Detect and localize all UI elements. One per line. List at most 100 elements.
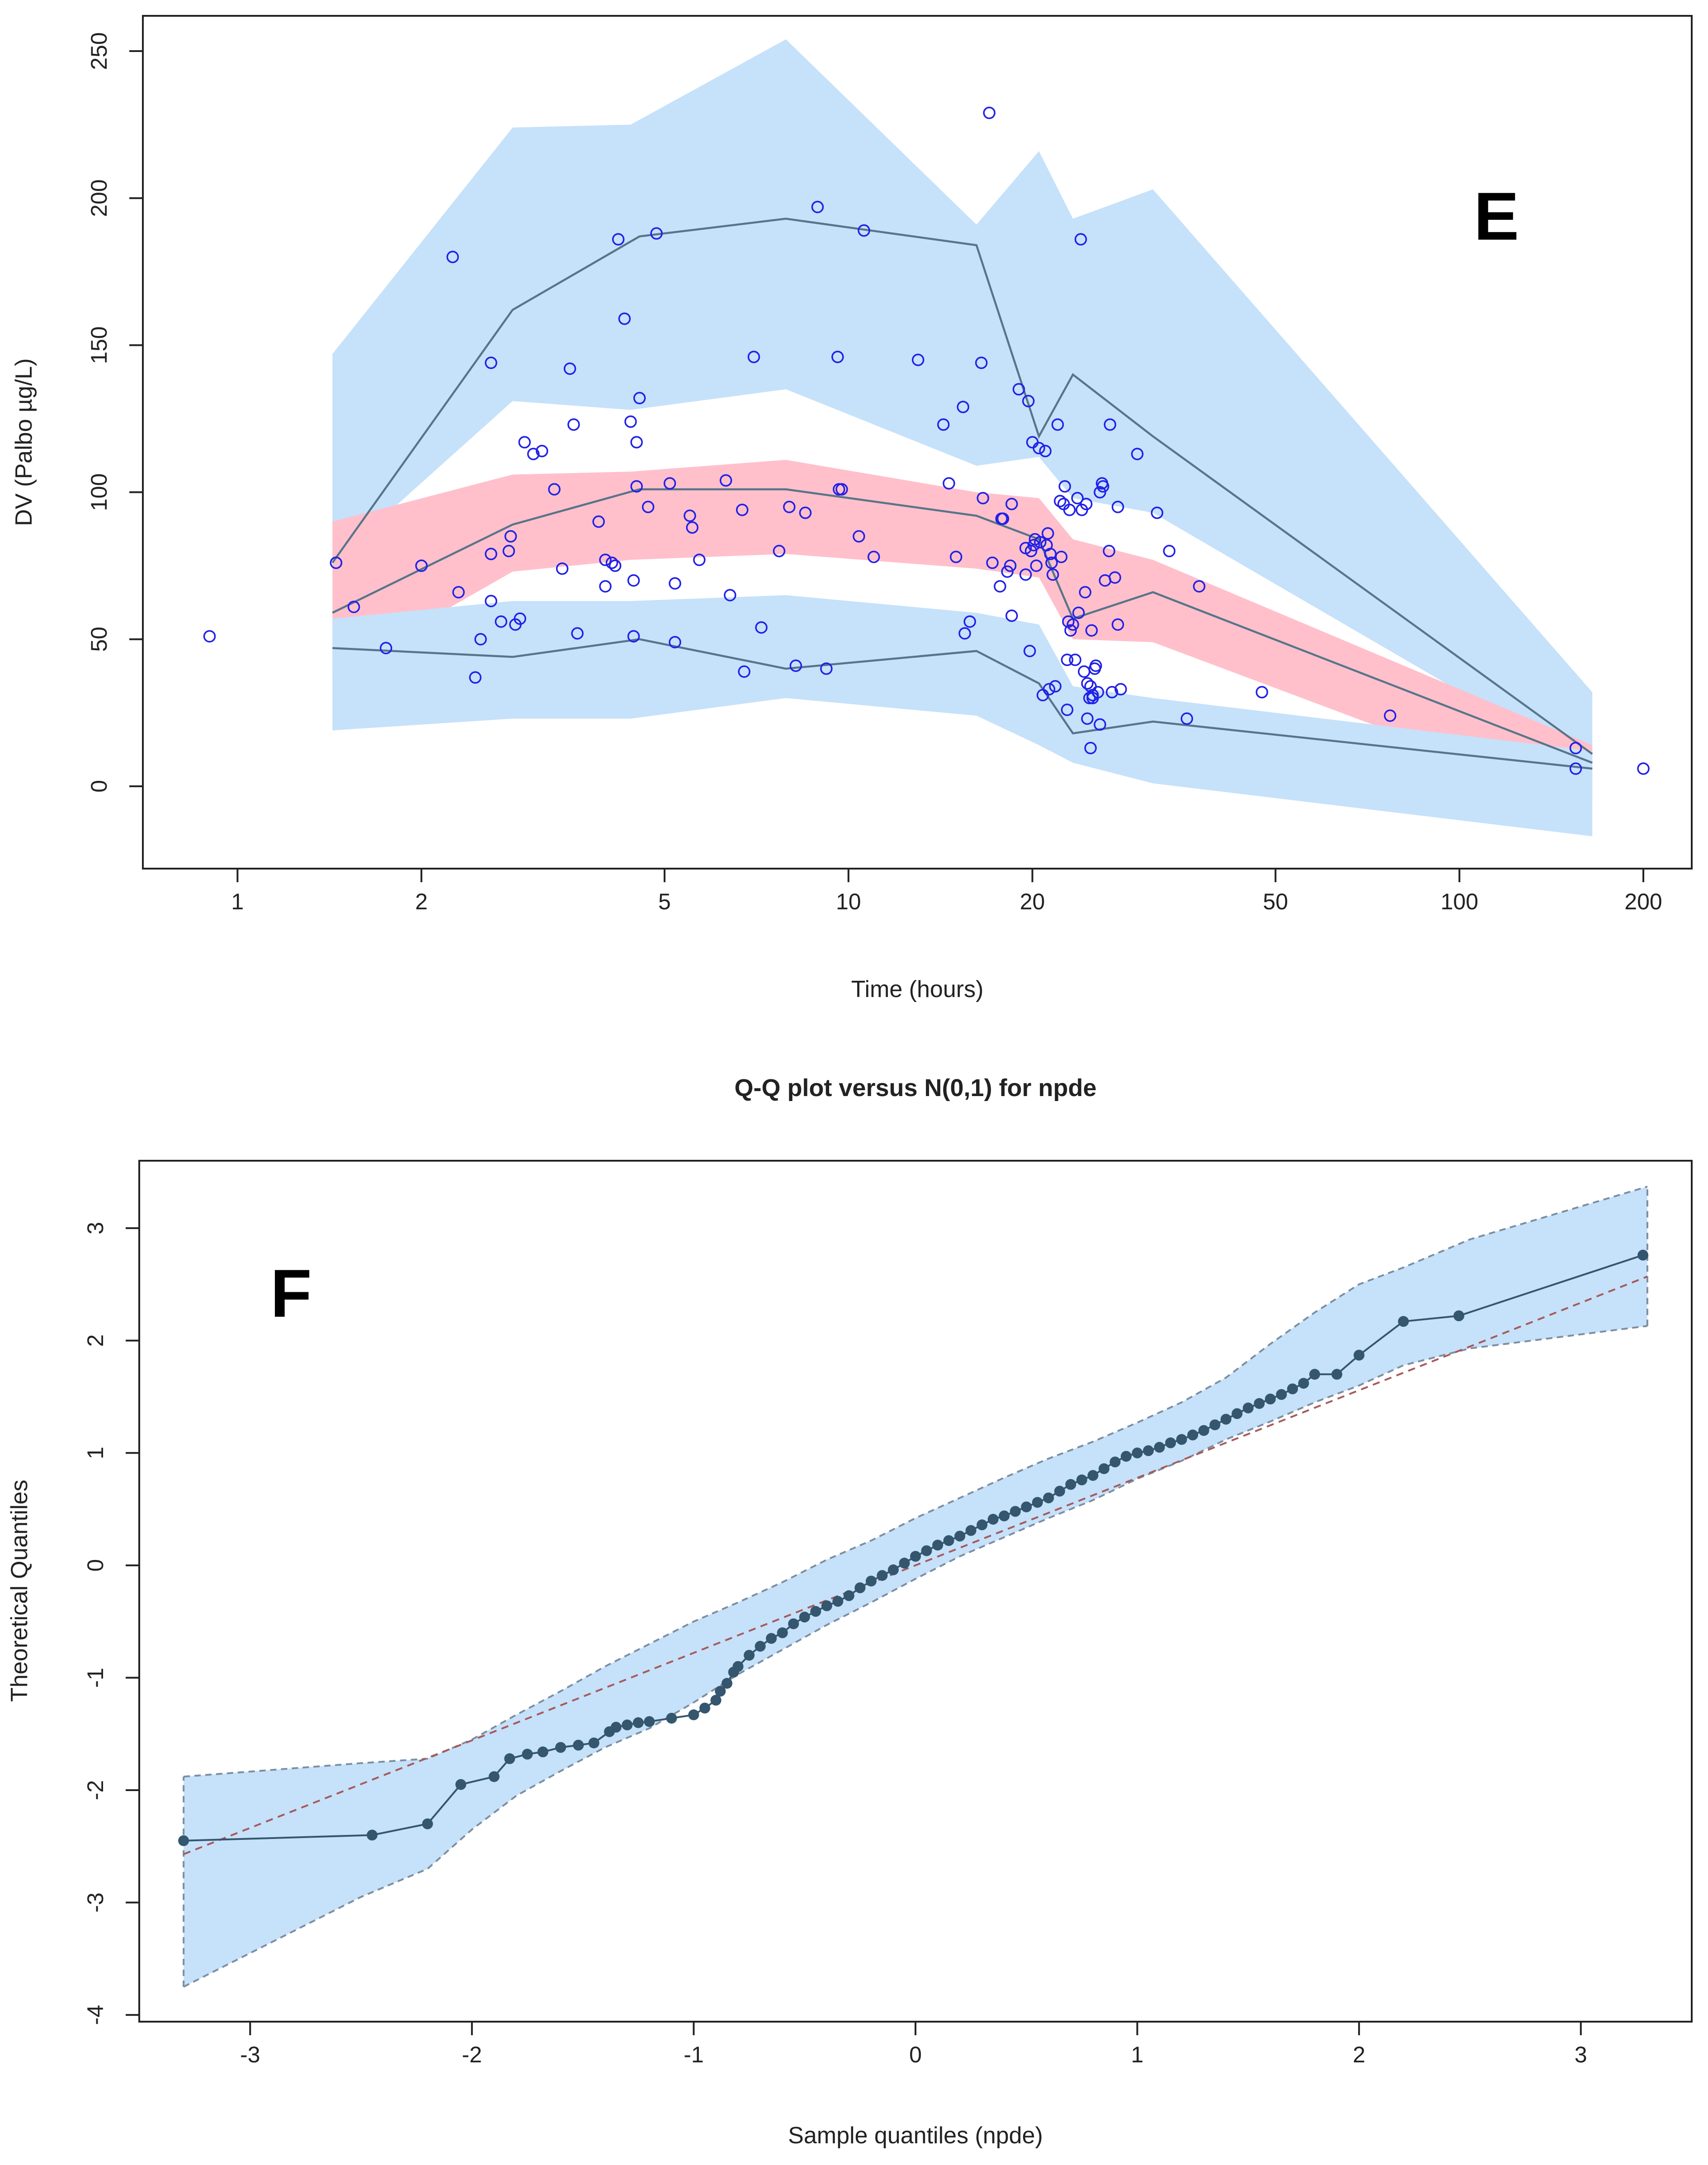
npde-point bbox=[588, 1737, 599, 1749]
observation-point bbox=[330, 556, 343, 569]
npde-point bbox=[1331, 1369, 1343, 1380]
observation-point bbox=[686, 521, 698, 534]
observation-point bbox=[1078, 665, 1090, 678]
y-tick-label: 1 bbox=[83, 1446, 108, 1459]
observation-point bbox=[1193, 580, 1206, 593]
npde-point bbox=[710, 1695, 722, 1706]
npde-point bbox=[799, 1612, 810, 1623]
observation-point bbox=[1081, 712, 1094, 725]
npde-point bbox=[178, 1835, 189, 1846]
x-tick-label: -1 bbox=[684, 2042, 703, 2067]
npde-point bbox=[715, 1686, 726, 1697]
observation-point bbox=[1180, 712, 1194, 725]
observation-point bbox=[1079, 586, 1092, 599]
observation-point bbox=[986, 556, 999, 569]
observation-point bbox=[633, 392, 646, 405]
observation-point bbox=[1058, 480, 1071, 493]
npde-point bbox=[1398, 1316, 1409, 1327]
x-tick-label: 5 bbox=[658, 889, 671, 914]
npde-point bbox=[732, 1661, 744, 1672]
npde-point bbox=[1198, 1425, 1209, 1436]
observation-point bbox=[853, 530, 865, 543]
observation-point bbox=[975, 356, 988, 369]
observation-point bbox=[612, 233, 625, 246]
panel-letter: F bbox=[270, 1255, 312, 1331]
observation-point bbox=[1094, 486, 1106, 499]
observation-point bbox=[1131, 448, 1144, 460]
npde-point bbox=[1165, 1437, 1176, 1448]
observation-point bbox=[1085, 624, 1098, 637]
percentile-line-1 bbox=[332, 488, 1593, 764]
npde-point bbox=[1076, 1474, 1087, 1485]
observation-point bbox=[1051, 418, 1064, 431]
npde-point bbox=[887, 1564, 899, 1575]
npde-point bbox=[1154, 1442, 1165, 1453]
observation-point bbox=[1090, 659, 1102, 672]
npde-point bbox=[810, 1606, 821, 1617]
observation-point bbox=[911, 354, 925, 366]
npde-point bbox=[632, 1717, 644, 1728]
observation-point bbox=[1637, 762, 1650, 775]
x-tick-label: -3 bbox=[240, 2042, 260, 2067]
x-tick-label: 10 bbox=[836, 889, 861, 914]
observation-point bbox=[1094, 718, 1106, 731]
lower-percentile-band bbox=[332, 595, 1593, 837]
npde-point bbox=[843, 1590, 854, 1601]
observation-point bbox=[380, 642, 392, 654]
npde-point bbox=[367, 1829, 378, 1841]
observation-point bbox=[1072, 606, 1085, 619]
observation-point bbox=[983, 106, 996, 119]
observation-point bbox=[937, 418, 950, 431]
observation-point bbox=[943, 477, 955, 490]
npde-point bbox=[1254, 1398, 1265, 1409]
observation-point bbox=[1045, 556, 1058, 569]
npde-point bbox=[744, 1650, 755, 1661]
observation-point bbox=[627, 574, 640, 587]
observation-point bbox=[518, 436, 531, 449]
observation-point bbox=[1034, 536, 1047, 548]
npde-point bbox=[644, 1716, 655, 1727]
npde-point bbox=[1309, 1369, 1320, 1380]
npde-point bbox=[1087, 1470, 1099, 1481]
npde-point bbox=[932, 1540, 944, 1551]
npde-point bbox=[1099, 1463, 1109, 1475]
observation-point bbox=[1384, 709, 1397, 722]
observation-point bbox=[605, 556, 618, 569]
observation-point bbox=[495, 615, 508, 628]
median-band bbox=[332, 460, 1593, 807]
npde-point bbox=[422, 1818, 433, 1829]
observation-point bbox=[630, 480, 643, 493]
observation-point bbox=[469, 671, 482, 684]
observation-point bbox=[949, 550, 963, 563]
observation-point bbox=[563, 362, 576, 375]
y-tick-label: -2 bbox=[83, 1780, 108, 1800]
observation-point bbox=[1114, 683, 1127, 696]
percentile-line-0 bbox=[331, 217, 1593, 755]
qq-plot: -3 -2 -1 0 1 2 3 -4 -3 -2 -1 0 1 2 3 F Sample quantil… bbox=[6, 1160, 1693, 2149]
y-tick-label: 0 bbox=[83, 1559, 108, 1572]
observation-point bbox=[1043, 683, 1056, 696]
observation-point bbox=[1081, 677, 1094, 690]
y-tick-label: -1 bbox=[83, 1668, 108, 1688]
observation-point bbox=[1054, 495, 1066, 507]
prediction-band bbox=[184, 1186, 1647, 1987]
y-tick-label: -4 bbox=[83, 2005, 108, 2025]
npde-point bbox=[1220, 1413, 1231, 1425]
npde-point bbox=[1132, 1447, 1143, 1459]
y-tick-label: 200 bbox=[86, 179, 112, 217]
prediction-band-lower-edge bbox=[183, 1325, 1648, 1988]
observation-point bbox=[1012, 383, 1025, 396]
npde-point bbox=[977, 1519, 988, 1531]
x-axis-title: Time (hours) bbox=[851, 976, 984, 1002]
x-tick-label: 3 bbox=[1575, 2042, 1587, 2067]
concentration-time-plot: 1 2 5 10 20 50 100 200 0 50 100 150 200 250 E Time (… bbox=[11, 15, 1693, 1002]
percentile-line-2 bbox=[332, 638, 1593, 770]
y-tick-label: 150 bbox=[86, 326, 112, 364]
observation-point bbox=[1109, 571, 1121, 584]
npde-point bbox=[1287, 1383, 1298, 1394]
prediction-band-upper-edge bbox=[183, 1186, 1648, 1778]
observation-point bbox=[548, 483, 561, 496]
x-tick-label: 1 bbox=[231, 889, 244, 914]
npde-point bbox=[1032, 1497, 1043, 1508]
observation-point bbox=[867, 550, 880, 563]
